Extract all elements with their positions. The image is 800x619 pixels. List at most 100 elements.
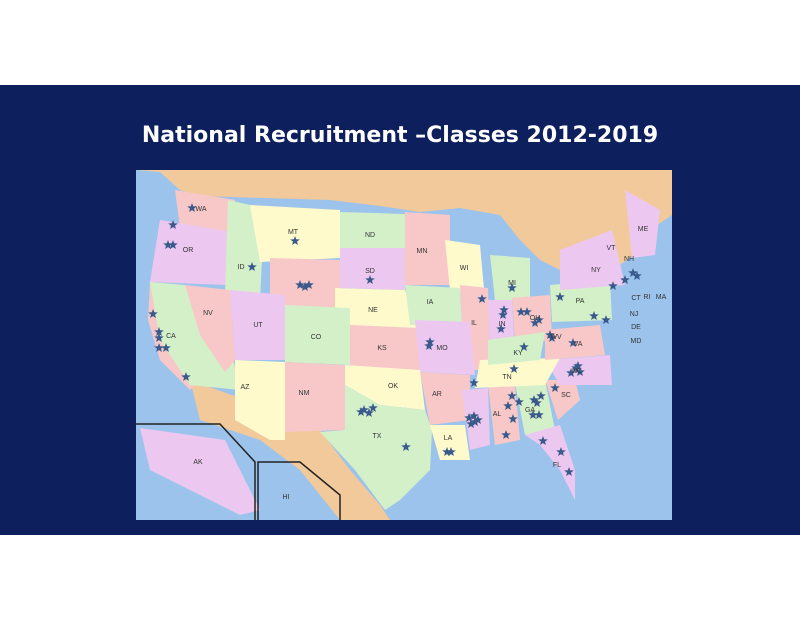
state-label-id: ID [238, 264, 245, 271]
star-icon [534, 315, 544, 324]
state-label-ga: GA [525, 407, 535, 414]
star-icon [568, 338, 578, 347]
star-icon [154, 327, 164, 336]
state-label-ct: CT [631, 295, 641, 302]
hawaii-inset-border [257, 461, 341, 520]
state-label-tn: TN [502, 374, 511, 381]
state-label-ne: NE [368, 307, 378, 314]
state-label-va: VA [574, 341, 583, 348]
star-icon [538, 436, 548, 445]
state-label-ks: KS [377, 345, 387, 352]
star-icon [545, 330, 555, 339]
star-icon [628, 268, 638, 277]
star-icon [300, 282, 310, 291]
star-icon [168, 220, 178, 229]
state-label-co: CO [311, 334, 322, 341]
state-label-mn: MN [417, 248, 428, 255]
state-label-wa: WA [195, 206, 206, 213]
state-label-ok: OK [388, 383, 398, 390]
alaska-inset-border [136, 423, 256, 520]
state-label-al: AL [493, 411, 502, 418]
star-icon [473, 415, 483, 424]
state-label-me: ME [638, 226, 649, 233]
us-map: WA OR ID MT ND SD NE MN WI IA IL MI IN OH PA NY VT NH ME CT… [136, 170, 672, 520]
star-icon [148, 309, 158, 318]
star-icon [571, 363, 581, 372]
star-icon [508, 414, 518, 423]
star-icon [364, 408, 374, 417]
state-label-sc: SC [561, 392, 571, 399]
star-icon [530, 318, 540, 327]
star-icon [529, 395, 539, 404]
slide-title: National Recruitment –Classes 2012-2019 [141, 123, 659, 148]
star-icon [556, 447, 566, 456]
star-icon [247, 262, 257, 271]
star-icon [469, 411, 479, 420]
star-icon [290, 236, 300, 245]
star-markers [148, 203, 642, 476]
star-icon [620, 275, 630, 284]
star-icon [514, 397, 524, 406]
star-icon [401, 442, 411, 451]
state-label-nd: ND [365, 232, 375, 239]
star-icon [154, 343, 164, 352]
state-label-ar: AR [432, 391, 442, 398]
star-icon [507, 283, 517, 292]
star-icon [509, 364, 519, 373]
star-icon [477, 294, 487, 303]
star-icon [154, 333, 164, 342]
state-label-nv: NV [203, 310, 213, 317]
star-icon [365, 275, 375, 284]
star-icon [555, 292, 565, 301]
star-icon [359, 405, 369, 414]
star-icon [442, 447, 452, 456]
state-label-nh: NH [624, 256, 634, 263]
star-icon [519, 342, 529, 351]
star-icon [356, 407, 366, 416]
state-label-or: OR [183, 247, 194, 254]
state-label-ny: NY [591, 267, 601, 274]
state-label-la: LA [444, 435, 453, 442]
state-labels: WA OR ID MT ND SD NE MN WI IA IL MI IN OH PA NY VT NH ME CT… [166, 206, 666, 501]
star-icon [466, 419, 476, 428]
state-label-nj: NJ [630, 311, 639, 318]
state-label-ma: MA [656, 294, 667, 301]
state-label-wi: WI [460, 265, 469, 272]
star-icon [550, 383, 560, 392]
star-icon [528, 410, 538, 419]
star-icon [464, 413, 474, 422]
state-label-sd: SD [365, 268, 375, 275]
state-label-ca: CA [166, 333, 176, 340]
state-label-mt: MT [288, 229, 299, 236]
star-icon [181, 372, 191, 381]
state-label-md: MD [631, 338, 642, 345]
state-label-az: AZ [241, 384, 251, 391]
star-icon [168, 240, 178, 249]
star-icon [516, 307, 526, 316]
star-icon [446, 447, 456, 456]
star-icon [532, 398, 542, 407]
state-label-tx: TX [373, 433, 382, 440]
star-icon [424, 341, 434, 350]
star-icon [496, 324, 506, 333]
state-label-ri: RI [644, 294, 651, 301]
star-icon [573, 361, 583, 370]
state-label-wv: WV [550, 334, 562, 341]
star-icon [632, 271, 642, 280]
state-label-vt: VT [607, 245, 617, 252]
star-icon [163, 240, 173, 249]
star-icon [507, 391, 517, 400]
star-icon [469, 378, 479, 387]
star-icon [161, 343, 171, 352]
star-icon [503, 401, 513, 410]
state-label-in: IN [499, 321, 506, 328]
star-icon [499, 305, 509, 314]
star-icon [534, 410, 544, 419]
star-icon [187, 203, 197, 212]
states [140, 190, 660, 515]
star-icon [608, 281, 618, 290]
state-label-ky: KY [513, 350, 523, 357]
star-icon [470, 417, 480, 426]
state-label-ak: AK [193, 459, 203, 466]
state-label-fl: FL [553, 462, 561, 469]
